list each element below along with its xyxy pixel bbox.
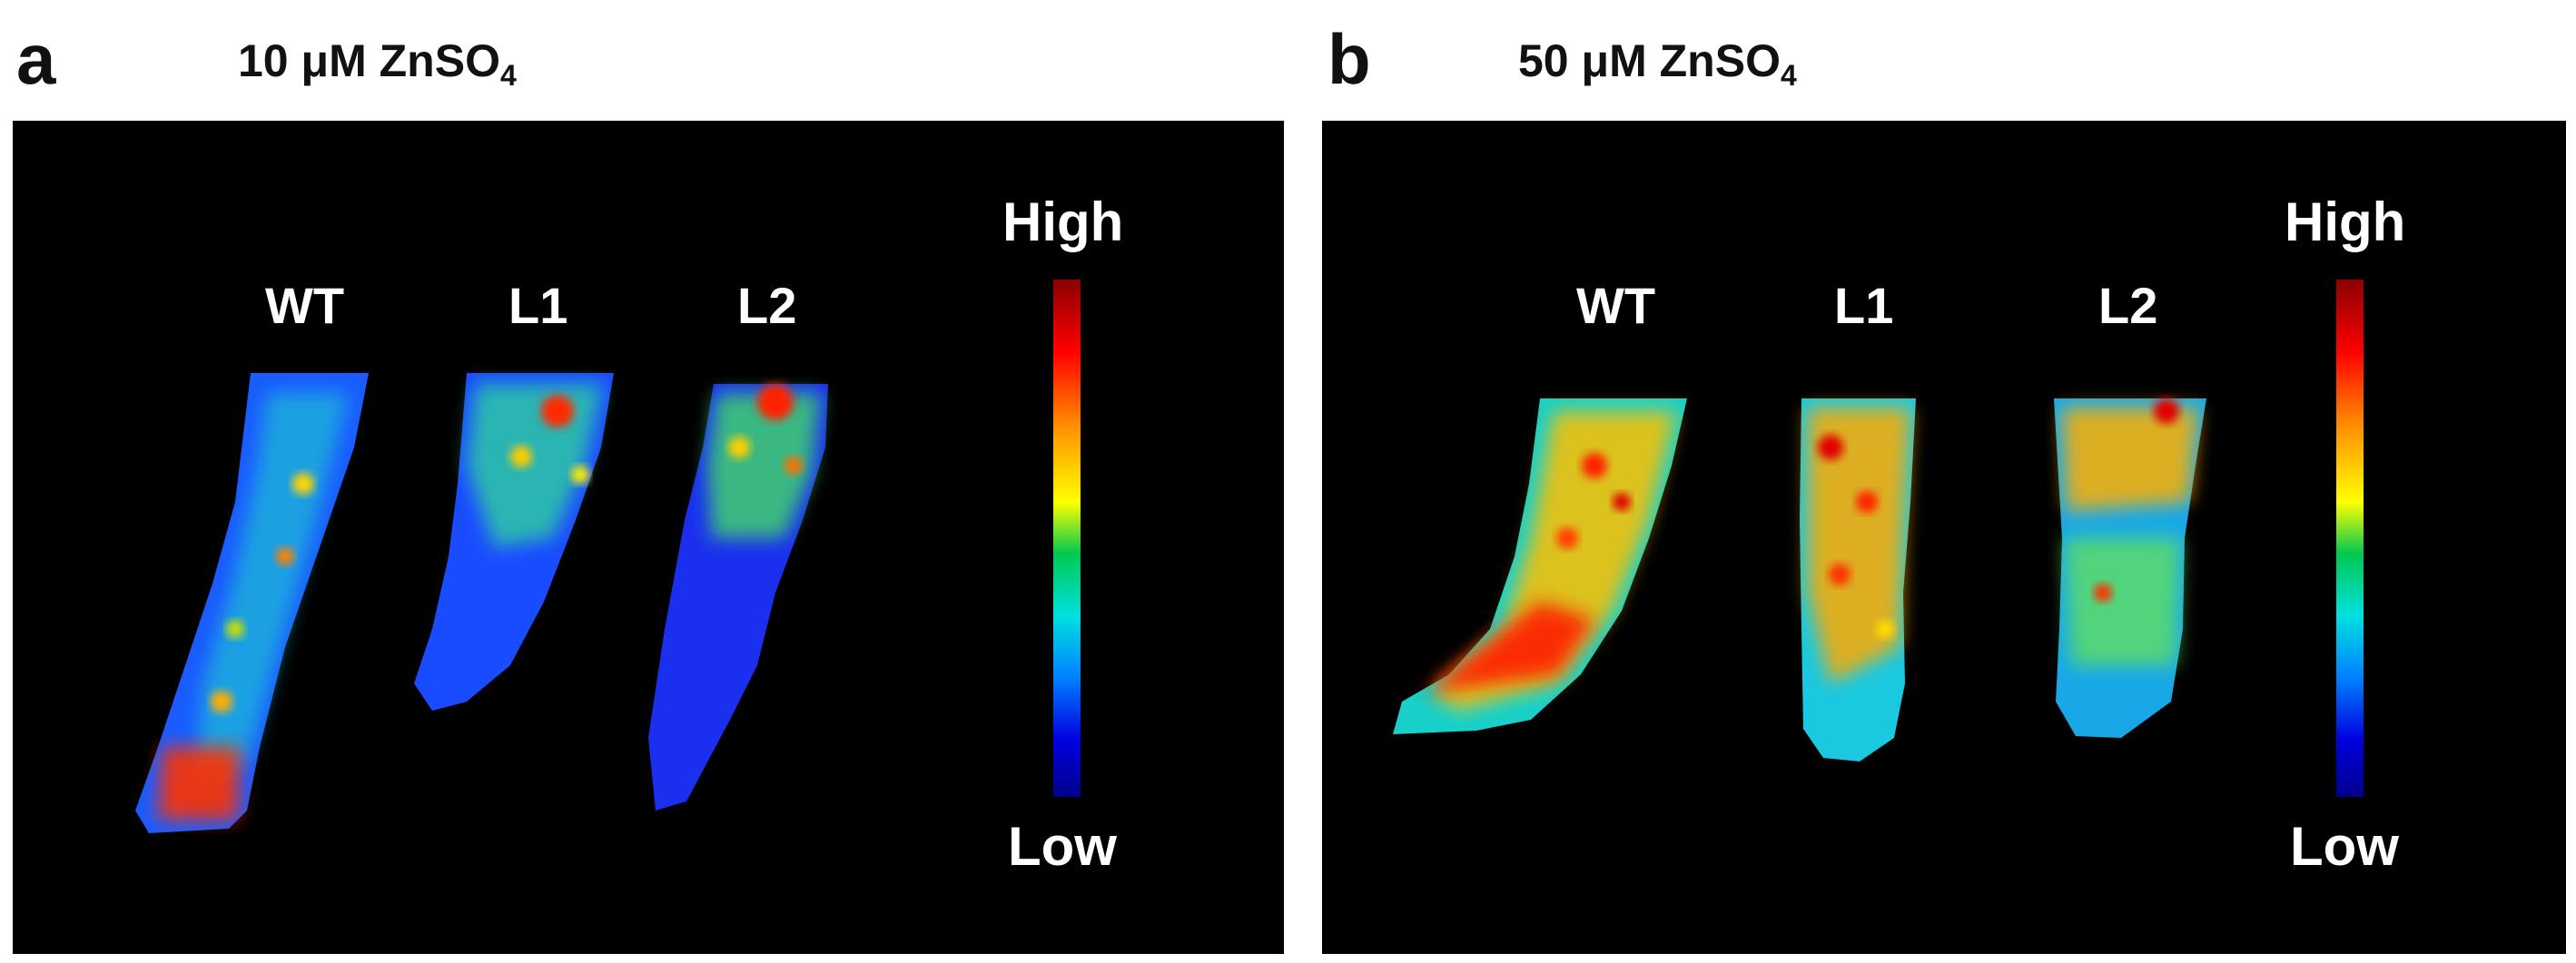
panel-a-color-scale (1053, 280, 1081, 797)
panel-a-title: 10 μM ZnSO4 (238, 38, 517, 90)
panel-b-title-main: 50 μM ZnSO (1518, 35, 1781, 86)
root-wt-a (135, 373, 369, 833)
panel-b-scale-low: Low (2290, 816, 2399, 877)
panel-a-roots (135, 373, 828, 833)
panel-b-label-l1: L1 (1834, 277, 1894, 334)
panel-a-scale-high: High (1002, 192, 1124, 252)
panel-a-label-l1: L1 (508, 277, 568, 334)
root-l2-b (2054, 398, 2206, 738)
panel-b-title-subscript: 4 (1780, 59, 1797, 92)
root-wt-b (1393, 398, 1687, 734)
panel-b-roots (1393, 398, 2206, 762)
panel-b-label-wt: WT (1576, 277, 1656, 334)
panel-b-image: WT L1 L2 High Low (1322, 121, 2566, 954)
panel-a-label-l2: L2 (737, 277, 797, 334)
panel-a-letter: a (16, 19, 56, 99)
root-l1-b (1800, 398, 1916, 762)
panel-b-scale-high: High (2285, 192, 2406, 252)
panel-b-title: 50 μM ZnSO4 (1518, 38, 1797, 90)
panel-a-scale-low: Low (1008, 816, 1117, 877)
panel-b-color-scale (2336, 280, 2364, 797)
root-l1-a (414, 373, 614, 711)
root-l2-a (648, 384, 828, 811)
panel-b-label-l2: L2 (2098, 277, 2158, 334)
panel-a-label-wt: WT (265, 277, 345, 334)
panel-a-title-subscript: 4 (499, 59, 517, 92)
panel-a-title-main: 10 μM ZnSO (238, 35, 500, 86)
panel-b-letter: b (1327, 19, 1371, 99)
panel-a-image: WT L1 L2 High Low (13, 121, 1284, 954)
